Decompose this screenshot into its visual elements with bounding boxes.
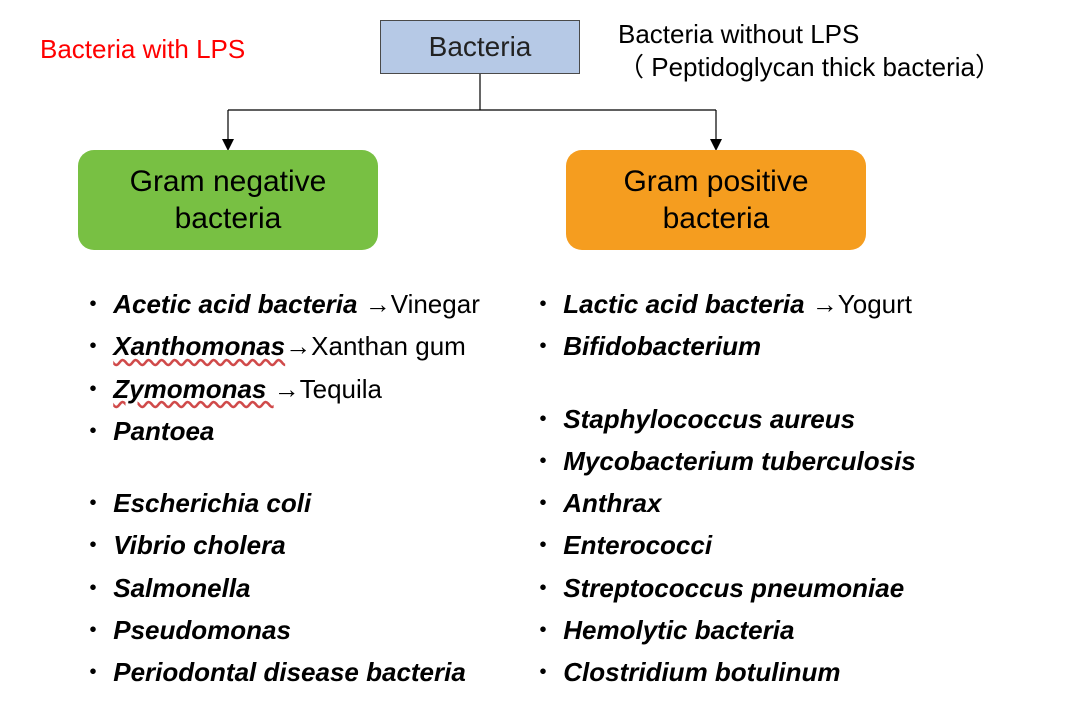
root-node-bacteria: Bacteria [380,20,580,74]
list-item: ・ Enterococci [530,525,916,565]
list-item: ・ Vibrio cholera [80,525,480,565]
node-gram-positive: Gram positivebacteria [566,150,866,250]
list-item: ・ Pantoea [80,411,480,451]
list-item: ・ Mycobacterium tuberculosis [530,441,916,481]
list-item: ・ Xanthomonas→Xanthan gum [80,326,480,366]
list-item: ・ Clostridium botulinum [530,652,916,692]
list-item: ・ Salmonella [80,568,480,608]
list-item: ・ Zymomonas →Tequila [80,369,480,409]
list-item: ・ Acetic acid bacteria →Vinegar [80,284,480,324]
annotation-left: Bacteria with LPS [40,34,245,65]
list-item: ・ Pseudomonas [80,610,480,650]
list-item: ・ Staphylococcus aureus [530,399,916,439]
node-gram-positive-label: Gram positivebacteria [623,163,808,238]
list-gram-positive: ・ Lactic acid bacteria →Yogurt・ Bifidoba… [530,282,916,695]
list-item: ・ Periodontal disease bacteria [80,652,480,692]
root-label: Bacteria [429,31,532,63]
list-item: ・ Escherichia coli [80,483,480,523]
node-gram-negative: Gram negativebacteria [78,150,378,250]
list-item: ・ Anthrax [530,483,916,523]
list-item: ・ Streptococcus pneumoniae [530,568,916,608]
node-gram-negative-label: Gram negativebacteria [130,163,327,238]
list-item: ・ Lactic acid bacteria →Yogurt [530,284,916,324]
list-item: ・ Hemolytic bacteria [530,610,916,650]
annotation-right: Bacteria without LPS （ Peptidoglycan thi… [618,18,1001,83]
list-item: ・ Bifidobacterium [530,326,916,366]
list-gram-negative: ・ Acetic acid bacteria →Vinegar・ Xanthom… [80,282,480,695]
